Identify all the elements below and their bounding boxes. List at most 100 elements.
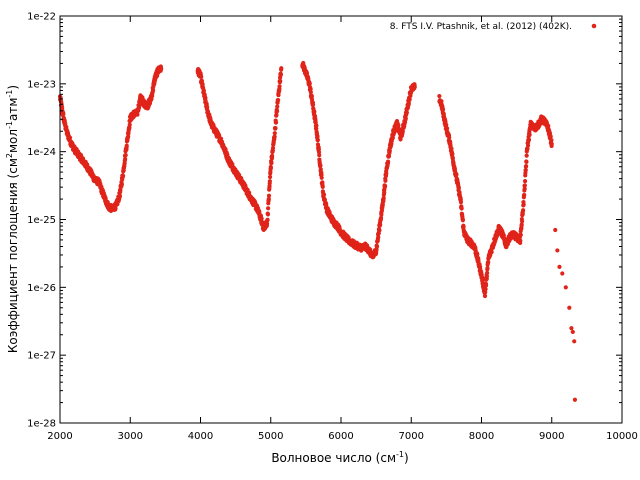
x-tick-label: 6000 [328, 431, 353, 442]
data-point [555, 248, 560, 253]
data-point [312, 109, 317, 115]
data-point [120, 173, 126, 178]
data-point [482, 293, 488, 299]
data-point [268, 165, 274, 170]
data-point [459, 206, 464, 211]
data-point [123, 153, 128, 158]
data-point [553, 227, 558, 233]
data-point [127, 122, 132, 127]
data-point [270, 153, 275, 159]
data-point [461, 224, 466, 230]
data-point [113, 206, 118, 211]
data-point [572, 339, 577, 344]
data-point [103, 196, 108, 202]
y-tick-label: 1e-28 [27, 419, 56, 430]
data-point [117, 194, 122, 199]
data-point [519, 219, 525, 224]
data-point [63, 121, 68, 126]
x-tick-label: 2000 [47, 431, 72, 442]
data-point [119, 182, 124, 187]
data-point [387, 148, 392, 153]
data-point [549, 141, 554, 147]
x-axis-title: Волновое число (см-1) [271, 450, 408, 465]
data-point [376, 235, 381, 240]
data-point [278, 78, 283, 84]
data-point [317, 153, 322, 158]
data-point [390, 135, 395, 141]
data-point [569, 326, 574, 331]
data-point [518, 238, 523, 243]
data-point [440, 107, 446, 112]
data-point [454, 172, 459, 177]
data-point [437, 93, 442, 99]
data-point [267, 179, 272, 184]
data-point [384, 171, 389, 176]
legend-label: 8. FTS I.V. Ptashnik, et al. (2012) (402… [390, 22, 572, 32]
data-point [308, 90, 313, 95]
data-point [386, 154, 392, 159]
data-point [524, 159, 529, 164]
data-point [275, 104, 280, 109]
data-point [60, 105, 65, 110]
legend-marker [591, 23, 597, 29]
data-point [412, 84, 417, 90]
data-point [379, 212, 384, 217]
y-tick-label: 1e-24 [27, 147, 56, 158]
data-point [522, 192, 527, 198]
data-point [272, 134, 277, 139]
data-point [217, 133, 222, 138]
x-tick-label: 4000 [188, 431, 213, 442]
x-tick-label: 8000 [469, 431, 494, 442]
data-point [266, 206, 271, 211]
data-point [269, 160, 274, 165]
data-point [570, 329, 575, 335]
data-point [522, 186, 527, 191]
data-point [267, 174, 273, 180]
data-point [458, 200, 464, 205]
data-point [518, 232, 523, 238]
data-point [549, 138, 554, 143]
data-point [378, 215, 384, 220]
data-point [444, 122, 449, 128]
data-point [456, 186, 461, 191]
data-point [135, 112, 140, 117]
data-point [265, 212, 271, 217]
data-point [382, 190, 387, 195]
data-point [381, 195, 386, 201]
data-point [380, 202, 385, 207]
data-layer [57, 60, 578, 402]
data-point [318, 163, 323, 168]
data-point [444, 126, 450, 131]
data-point [398, 137, 403, 142]
data-point [524, 163, 529, 169]
data-point [277, 84, 282, 89]
data-point [368, 247, 373, 252]
data-point [264, 221, 270, 226]
data-point [199, 74, 204, 80]
data-point [567, 305, 572, 310]
data-point [265, 217, 270, 222]
data-point [205, 105, 210, 110]
legend: 8. FTS I.V. Ptashnik, et al. (2012) (402… [390, 22, 597, 32]
data-point [480, 277, 485, 282]
x-tick-label: 3000 [118, 431, 143, 442]
data-point [150, 88, 156, 93]
data-point [407, 97, 412, 102]
data-point [314, 123, 319, 128]
y-tick-label: 1e-22 [27, 12, 56, 23]
data-point [314, 126, 319, 131]
data-point [374, 244, 380, 249]
data-point [521, 202, 526, 207]
data-point [475, 252, 480, 257]
data-point [526, 137, 532, 142]
data-point [483, 283, 489, 288]
data-point [319, 175, 324, 180]
data-point [489, 249, 494, 255]
data-point [307, 81, 312, 86]
y-axis-title: Коэффициент поглощения (см2мол-1атм-1) [5, 85, 20, 353]
x-tick-label: 5000 [258, 431, 283, 442]
data-point [404, 110, 409, 115]
data-point [159, 66, 164, 72]
data-point [378, 222, 383, 227]
